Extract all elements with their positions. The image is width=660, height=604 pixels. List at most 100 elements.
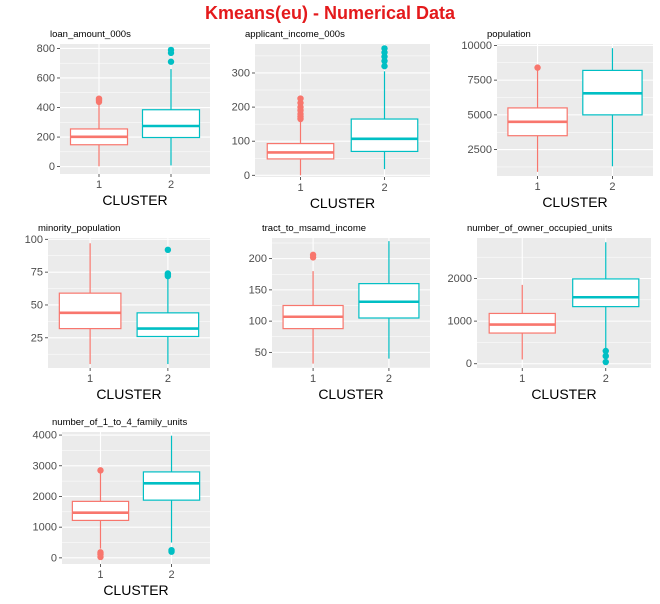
box-cluster-1 [266, 95, 335, 176]
y-tick-label: 50 [31, 299, 43, 311]
box-cluster-1 [282, 251, 344, 364]
outlier-point [167, 46, 175, 54]
y-tick-label: 100 [25, 234, 43, 246]
x-tick-label: 1 [519, 373, 525, 385]
panel-title: number_of_owner_occupied_units [467, 223, 612, 234]
outlier-point [381, 45, 388, 52]
x-tick-label: 1 [534, 181, 540, 193]
x-tick-label: 1 [310, 373, 316, 385]
y-tick-label: 50 [255, 347, 267, 359]
x-tick-label: 2 [603, 373, 609, 385]
x-tick-label: 2 [609, 181, 615, 193]
box-iqr [142, 471, 201, 501]
x-tick-label: 2 [168, 179, 174, 191]
box-iqr [58, 292, 122, 330]
panel-title: population [487, 29, 531, 40]
y-tick-label: 10000 [461, 40, 492, 52]
box-cluster-1 [58, 243, 122, 365]
facet-panel-2: 0 100 200 300 1 2 CLUSTER applicant_income_000s [232, 29, 430, 211]
box-cluster-1 [71, 467, 130, 561]
panel-title: loan_amount_000s [50, 29, 131, 40]
y-tick-label: 200 [249, 253, 267, 265]
x-tick-label: 2 [381, 182, 387, 194]
y-tick-label: 25 [31, 332, 43, 344]
x-axis-title: CLUSTER [103, 582, 168, 598]
y-tick-label: 200 [232, 102, 250, 114]
y-tick-label: 1000 [33, 522, 57, 534]
panel-title: number_of_1_to_4_family_units [52, 417, 187, 428]
box-cluster-1 [69, 95, 129, 167]
panel-title: minority_population [38, 223, 120, 234]
box-iqr [141, 109, 201, 139]
y-tick-label: 100 [249, 316, 267, 328]
outlier-point [164, 246, 172, 254]
x-tick-label: 1 [96, 179, 102, 191]
y-tick-label: 2500 [468, 144, 492, 156]
y-tick-label: 2000 [33, 491, 57, 503]
outlier-point [602, 352, 609, 360]
box-cluster-2 [358, 241, 420, 359]
box-cluster-2 [136, 246, 200, 365]
y-tick-label: 200 [37, 132, 55, 144]
x-axis-title: CLUSTER [542, 194, 607, 210]
y-tick-label: 2000 [448, 273, 472, 285]
facet-panel-6: 0 1000 2000 1 2 CLUSTER number_of_owner_occupi… [448, 223, 651, 402]
y-tick-label: 1000 [448, 316, 472, 328]
y-tick-label: 400 [37, 102, 55, 114]
outlier-point [97, 549, 104, 556]
outlier-point [164, 270, 172, 277]
outlier-point [297, 99, 304, 107]
x-axis-title: CLUSTER [310, 195, 375, 211]
y-tick-label: 0 [244, 170, 250, 182]
y-tick-label: 600 [37, 72, 55, 84]
x-tick-label: 1 [297, 182, 303, 194]
outlier-point [534, 64, 541, 71]
panel-background [60, 44, 210, 174]
y-tick-label: 7500 [468, 75, 492, 87]
box-iqr [136, 312, 200, 338]
outlier-point [381, 62, 388, 70]
x-tick-label: 1 [87, 373, 93, 385]
chart-main-title: Kmeans(eu) - Numerical Data [204, 3, 456, 23]
y-tick-label: 0 [51, 552, 57, 564]
facet-panel-4: 25 50 75 100 1 2 CLUSTER minority_population [25, 223, 210, 402]
x-axis-title: CLUSTER [318, 386, 383, 402]
outlier-point [602, 358, 609, 366]
outlier-point [381, 57, 388, 65]
x-tick-label: 2 [386, 373, 392, 385]
box-cluster-2 [142, 435, 201, 555]
outlier-point [95, 95, 103, 102]
y-tick-label: 3000 [33, 460, 57, 472]
panel-title: applicant_income_000s [245, 29, 345, 40]
outlier-point [297, 95, 304, 102]
box-cluster-2 [350, 45, 419, 170]
box-cluster-2 [582, 48, 643, 167]
box-cluster-2 [141, 46, 201, 166]
box-iqr [71, 500, 130, 522]
y-tick-label: 150 [249, 284, 267, 296]
x-axis-title: CLUSTER [531, 386, 596, 402]
outlier-point [309, 251, 317, 259]
panel-title: tract_to_msamd_income [262, 223, 366, 234]
outlier-point [97, 467, 104, 474]
x-axis-title: CLUSTER [96, 386, 161, 402]
box-cluster-2 [572, 242, 640, 366]
outlier-point [167, 58, 175, 65]
x-tick-label: 1 [97, 569, 103, 581]
outlier-point [602, 347, 609, 355]
y-tick-label: 0 [466, 358, 472, 370]
y-tick-label: 100 [232, 136, 250, 148]
y-tick-label: 4000 [33, 430, 57, 442]
y-tick-label: 800 [37, 43, 55, 55]
outlier-point [168, 546, 175, 554]
y-tick-label: 0 [49, 161, 55, 173]
box-cluster-1 [488, 284, 556, 360]
x-axis-title: CLUSTER [102, 192, 167, 208]
box-iqr [572, 278, 640, 308]
y-tick-label: 300 [232, 67, 250, 79]
